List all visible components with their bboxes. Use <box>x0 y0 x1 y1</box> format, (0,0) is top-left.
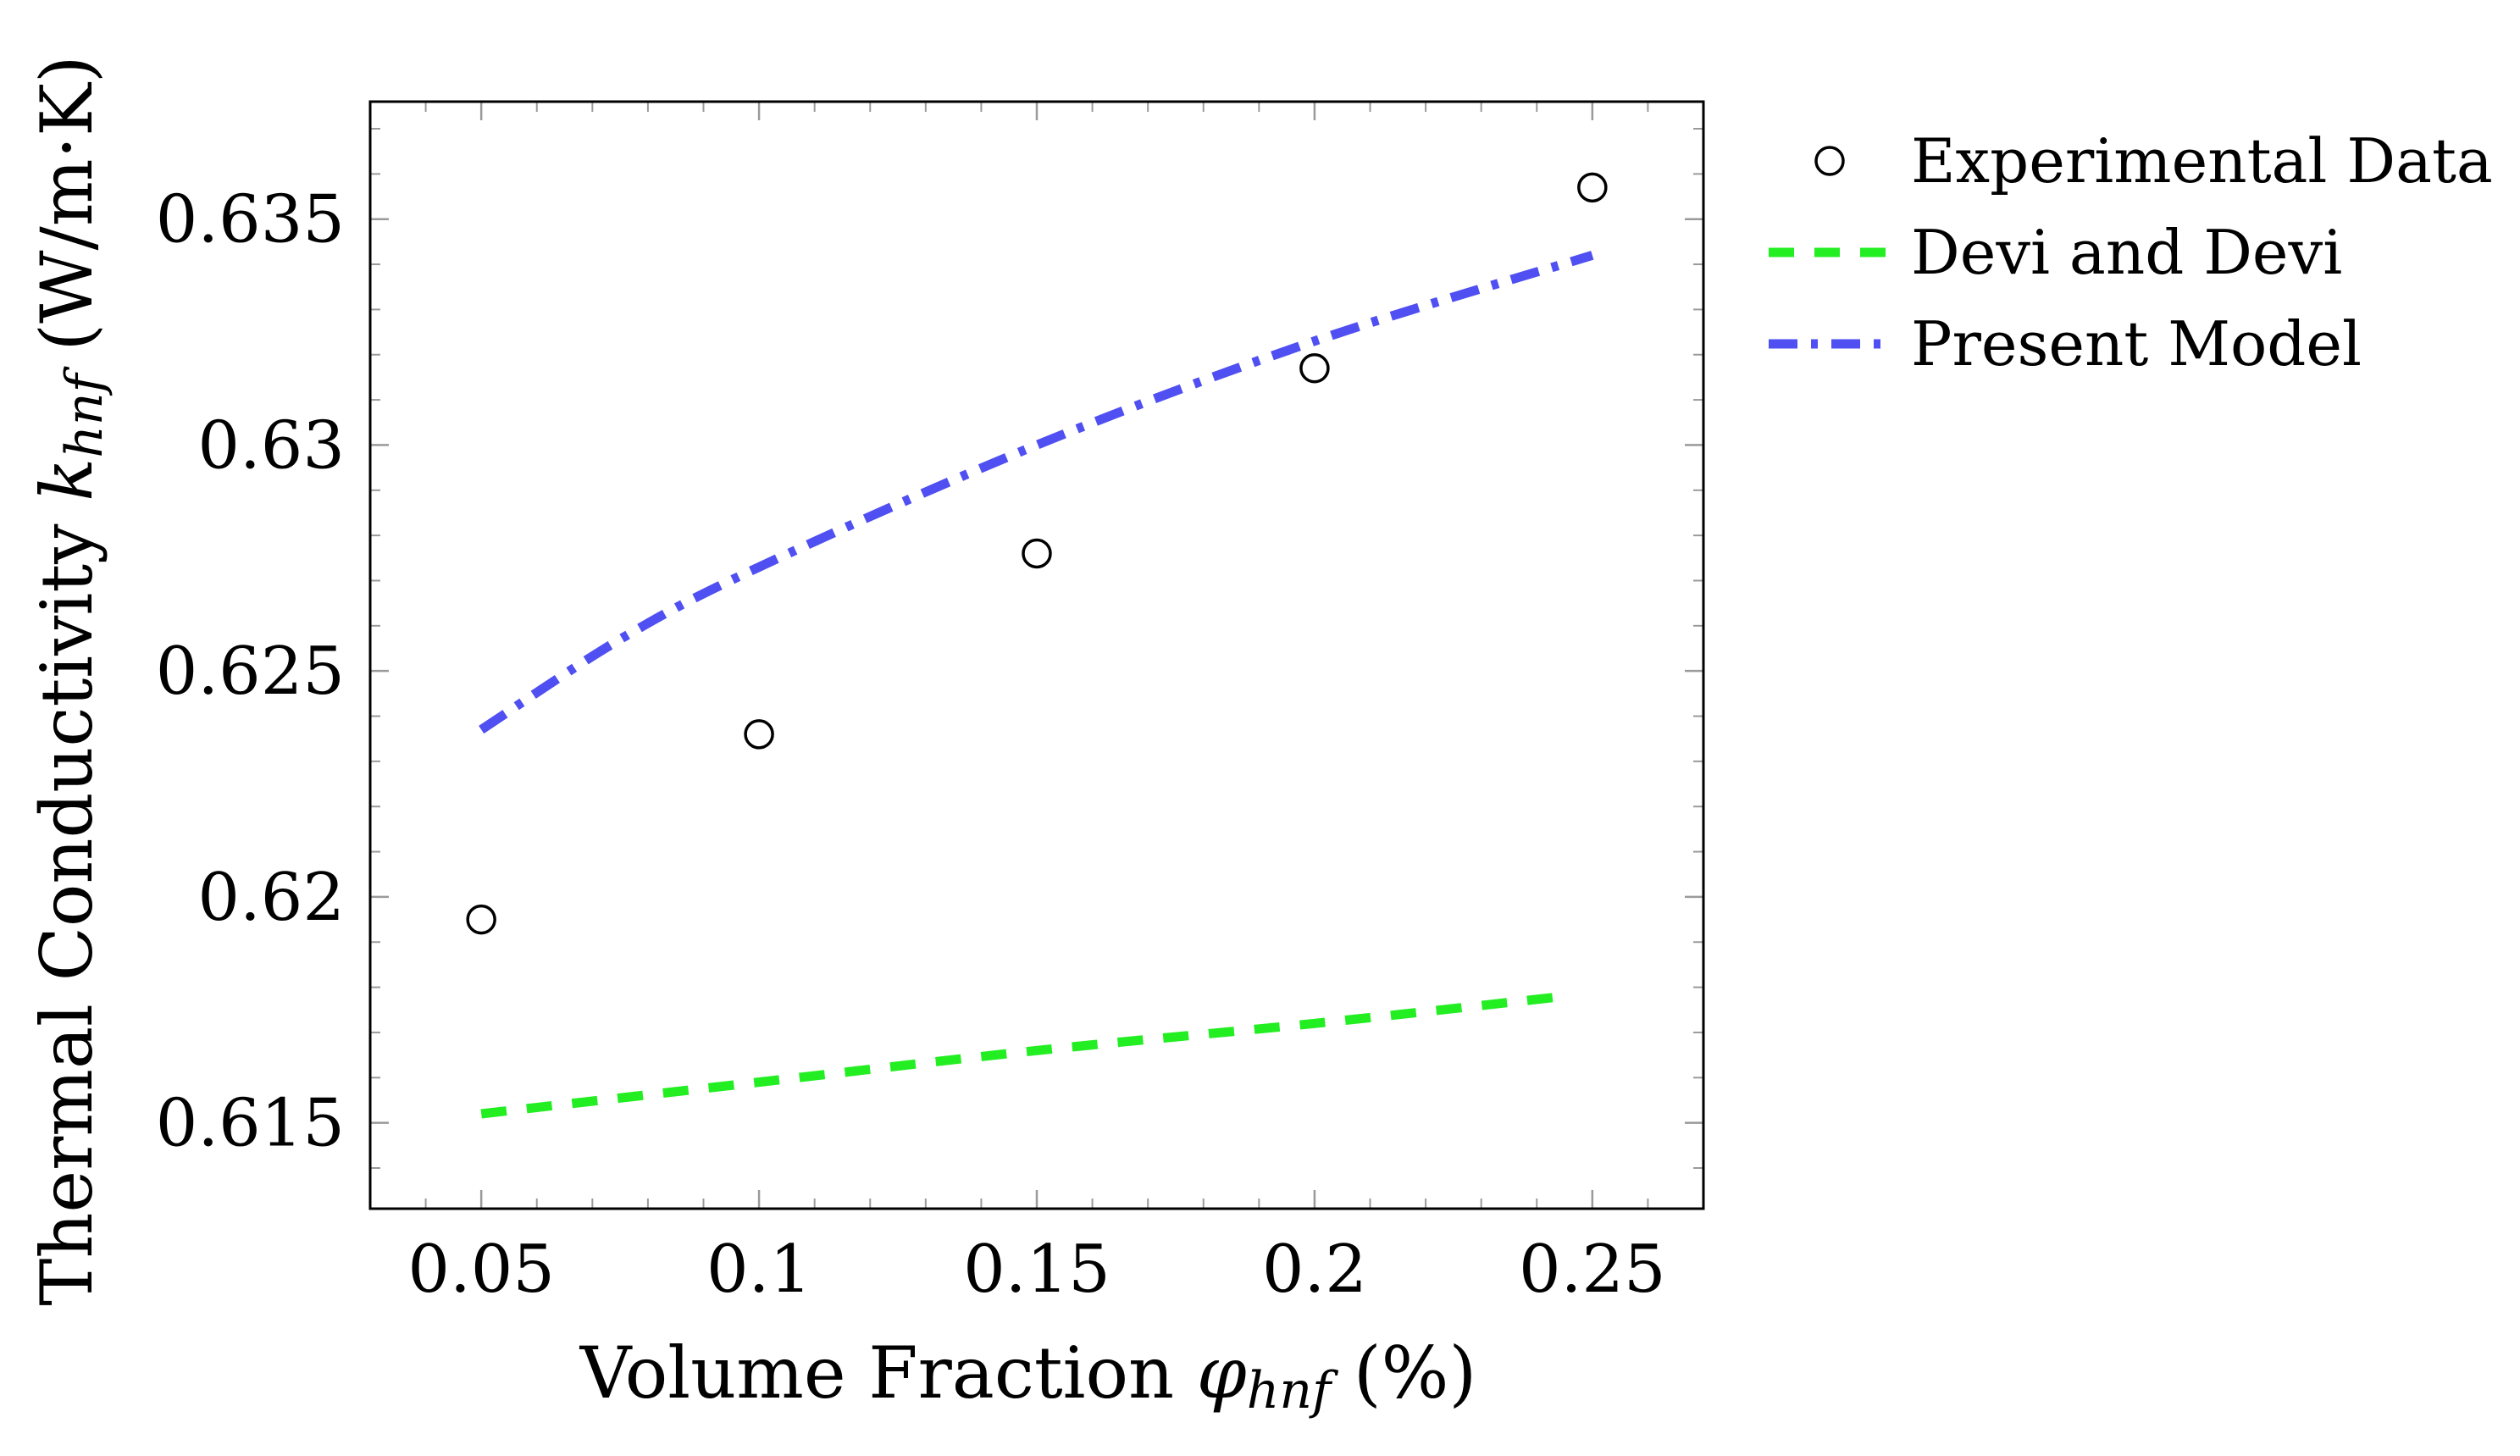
x-tick-label: 0.05 <box>407 1232 555 1308</box>
data-point-experimental <box>744 719 774 750</box>
x-tick-label: 0.2 <box>1262 1232 1367 1308</box>
y-tick-label: 0.635 <box>156 182 345 258</box>
plot-frame <box>368 100 1705 1210</box>
data-point-experimental <box>1022 538 1052 569</box>
y-axis-title-suffix: (W/m·K) <box>25 55 108 374</box>
y-axis-title-subscript: hnf <box>55 366 114 458</box>
x-axis-title-prefix: Volume Fraction <box>579 1331 1197 1414</box>
series-line-present-model <box>479 251 1594 734</box>
x-axis-title-subscript: hnf <box>1247 1361 1339 1420</box>
x-tick-label: 0.15 <box>963 1232 1110 1308</box>
x-tick-label: 0.25 <box>1519 1232 1666 1308</box>
x-axis-title: Volume Fraction φhnf (%) <box>579 1331 1477 1420</box>
ticks-layer <box>369 102 1704 1209</box>
y-tick-label: 0.63 <box>197 407 345 484</box>
legend-label: Experimental Data <box>1911 125 2493 197</box>
data-point-experimental <box>1299 352 1330 384</box>
y-tick-label: 0.615 <box>156 1086 345 1162</box>
legend: Experimental Data Devi and Devi Present Mo… <box>1769 125 2493 379</box>
series-line-devi-and-devi <box>480 991 1565 1119</box>
y-axis-title-prefix: Thermal Conductivity <box>25 501 108 1306</box>
x-tick-label: 0.1 <box>706 1232 811 1308</box>
y-axis-title: Thermal Conductivity khnf (W/m·K) <box>25 55 114 1305</box>
legend-label: Present Model <box>1911 308 2362 379</box>
series-layer <box>466 172 1608 1119</box>
data-point-experimental <box>1577 172 1608 203</box>
y-tick-label: 0.62 <box>197 860 345 936</box>
x-axis-title-suffix: (%) <box>1331 1331 1476 1414</box>
x-axis-title-symbol: φ <box>1197 1331 1247 1414</box>
y-axis-title-symbol: k <box>25 458 108 501</box>
legend-marker-experimental <box>1814 146 1845 176</box>
y-tick-label: 0.625 <box>156 634 345 710</box>
tick-labels-layer: 0.05 0.1 0.15 0.2 0.25 0.615 0.62 0.625 0.63 0.63… <box>156 182 1666 1308</box>
legend-label: Devi and Devi <box>1911 217 2342 288</box>
data-point-experimental <box>466 904 496 935</box>
